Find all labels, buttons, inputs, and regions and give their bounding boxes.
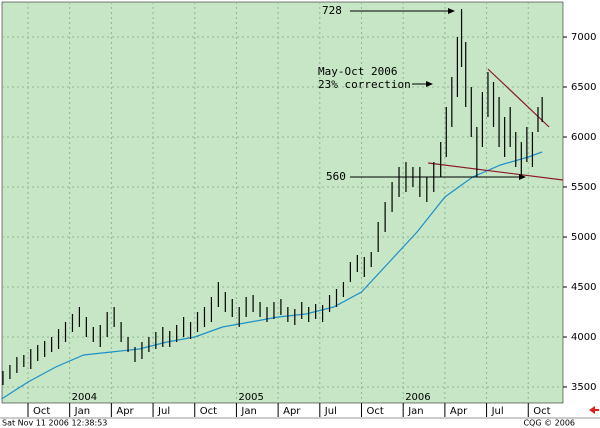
year-label: 2006 xyxy=(405,392,430,403)
arrowhead xyxy=(448,8,455,14)
x-tick-label: Oct xyxy=(533,406,550,417)
y-tick-label: 3500 xyxy=(571,382,596,393)
y-tick-label: 5500 xyxy=(571,182,596,193)
x-tick-label: Jul xyxy=(324,406,337,417)
y-tick-label: 6500 xyxy=(571,82,596,93)
plot-area xyxy=(1,1,564,404)
status-time: Sat Nov 11 2006 12:38:53 xyxy=(2,419,107,428)
x-tick-label: Apr xyxy=(283,406,301,417)
trendline xyxy=(487,68,550,128)
x-tick-label: Apr xyxy=(450,406,468,417)
x-tick-label: Oct xyxy=(33,406,50,417)
y-tick-label: 5000 xyxy=(571,232,596,243)
x-tick-label: Jul xyxy=(157,406,170,417)
y-tick-label: 4500 xyxy=(571,282,596,293)
scroll-arrow[interactable] xyxy=(589,406,599,414)
trendline xyxy=(428,162,564,181)
x-tick-label: Jan xyxy=(74,406,90,417)
y-tick-label: 4000 xyxy=(571,332,596,343)
year-label: 2004 xyxy=(72,392,97,403)
moving-average xyxy=(1,151,543,400)
year-label: 2005 xyxy=(238,392,263,403)
x-tick-label: Jan xyxy=(240,406,256,417)
x-tick-label: Apr xyxy=(116,406,134,417)
annotation: 728 xyxy=(322,4,342,17)
arrowhead xyxy=(519,174,526,180)
annotation: 23% correction xyxy=(318,78,411,91)
arrowhead xyxy=(426,81,433,87)
status-brand: CQG © 2006 xyxy=(523,419,575,428)
x-tick-label: Jan xyxy=(407,406,423,417)
annotation: May-Oct 2006 xyxy=(318,65,397,78)
annotation: 560 xyxy=(326,170,346,183)
y-tick-label: 6000 xyxy=(571,132,596,143)
y-tick-label: 7000 xyxy=(571,32,596,43)
x-tick-label: Oct xyxy=(367,406,384,417)
x-tick-label: Oct xyxy=(200,406,217,417)
x-tick-label: Jul xyxy=(491,406,504,417)
